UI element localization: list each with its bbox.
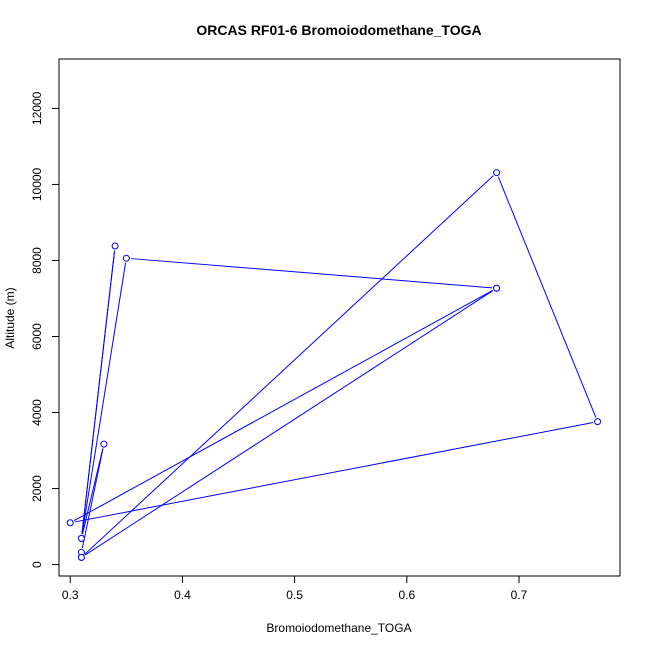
y-tick-label: 8000 — [30, 247, 44, 274]
data-point — [493, 284, 501, 292]
data-point — [111, 242, 119, 250]
data-point — [77, 534, 85, 542]
plot-area — [58, 58, 621, 577]
series-line-segment — [73, 289, 493, 522]
series-line-segment — [84, 175, 494, 555]
y-tick-label: 2000 — [30, 475, 44, 502]
data-point — [77, 553, 85, 561]
x-tick-label: 0.3 — [62, 588, 79, 602]
x-tick-label: 0.7 — [511, 588, 528, 602]
data-point — [66, 519, 74, 527]
data-point — [122, 254, 130, 262]
y-tick-label: 12000 — [30, 91, 44, 125]
series-line-segment — [497, 176, 597, 418]
series-line-segment — [130, 258, 493, 289]
series-line-segment — [74, 422, 594, 523]
chart-title: ORCAS RF01-6 Bromoiodomethane_TOGA — [196, 22, 481, 38]
x-tick-label: 0.4 — [174, 588, 191, 602]
series-line-segment — [84, 290, 494, 556]
data-point — [594, 418, 602, 426]
series-line-segment — [81, 250, 116, 534]
y-tick-label: 10000 — [30, 167, 44, 201]
x-axis-label: Bromoiodomethane_TOGA — [266, 621, 411, 635]
y-axis: 0 2000 4000 6000 8000 10000 12000 — [30, 91, 60, 568]
data-point — [100, 440, 108, 448]
x-axis: 0.3 0.4 0.5 0.6 0.7 — [62, 575, 528, 602]
series-layer — [66, 169, 602, 561]
data-point — [493, 169, 501, 177]
x-tick-label: 0.6 — [398, 588, 415, 602]
series-line-segment — [81, 448, 104, 549]
y-axis-label: Altitude (m) — [3, 287, 17, 348]
y-tick-label: 0 — [30, 561, 44, 568]
y-tick-label: 6000 — [30, 323, 44, 350]
x-tick-label: 0.5 — [286, 588, 303, 602]
series-line-segment — [81, 262, 127, 535]
y-tick-label: 4000 — [30, 399, 44, 426]
series-line-segment — [81, 448, 104, 535]
